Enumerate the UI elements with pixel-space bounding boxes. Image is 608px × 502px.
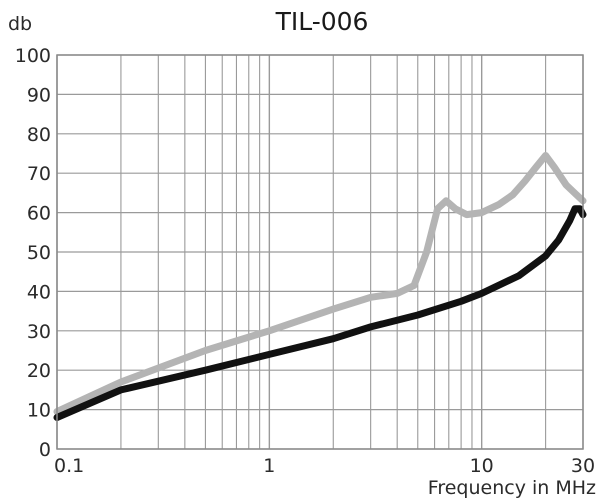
x-tick-label: 0.1 [54,455,84,477]
x-tick-label: 30 [571,455,595,477]
y-ticks: 0 10 20 30 40 50 60 70 80 90 100 [15,45,51,461]
y-tick-label: 90 [27,84,51,106]
x-tick-label: 10 [470,455,494,477]
y-tick-label: 70 [27,163,51,185]
plot-frame [56,54,584,450]
y-tick-label: 40 [27,281,51,303]
y-tick-label: 100 [15,45,51,67]
chart-title: TIL-006 [275,7,369,36]
x-ticks: 0.1 1 10 30 [54,455,595,477]
y-tick-label: 20 [27,360,51,382]
x-axis-label: Frequency in MHz [428,477,596,499]
y-tick-label: 60 [27,203,51,225]
y-axis-label: db [8,13,32,35]
y-tick-label: 80 [27,124,51,146]
y-tick-label: 10 [27,400,51,422]
y-tick-label: 30 [27,321,51,343]
series-lines [53,152,587,421]
x-tick-label: 1 [263,455,275,477]
y-tick-label: 50 [27,242,51,264]
series-line-1 [53,152,587,416]
y-tick-label: 0 [39,439,51,461]
series-line-2 [53,205,587,421]
